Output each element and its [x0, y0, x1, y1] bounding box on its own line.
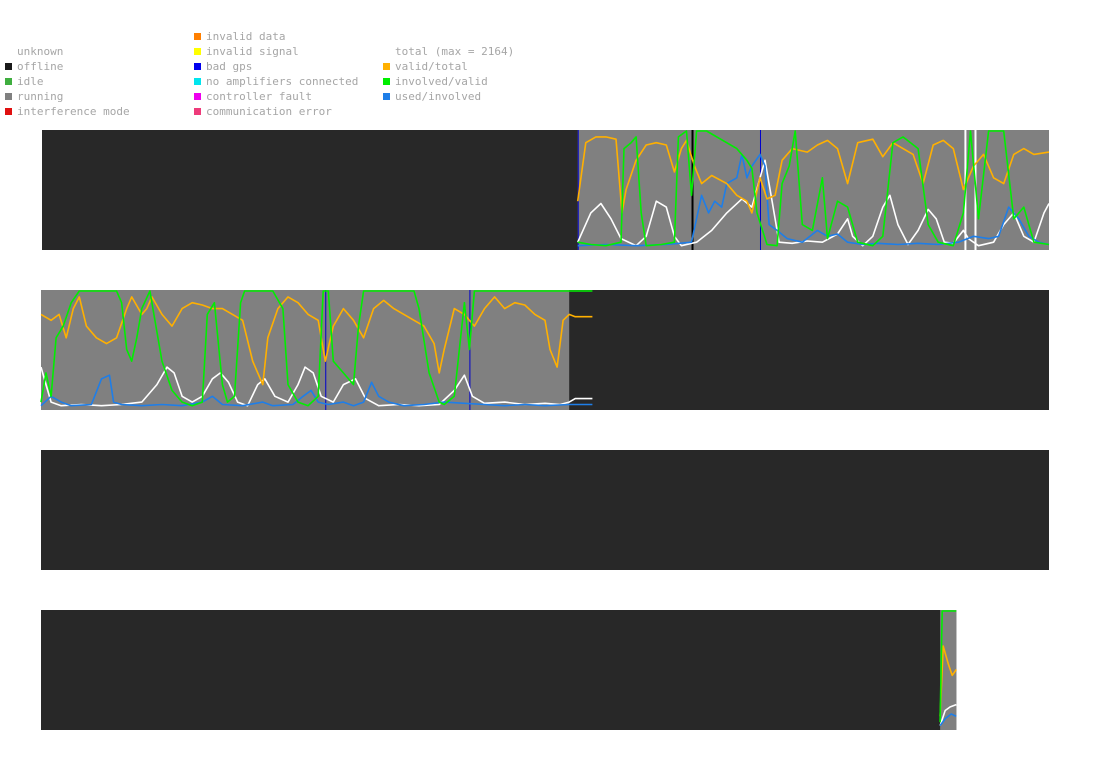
legend-label: invalid signal	[206, 45, 299, 58]
series-involved-valid	[577, 130, 1050, 247]
legend-swatch	[194, 108, 201, 115]
legend-label: communication error	[206, 105, 332, 118]
bad-gps-mark	[325, 290, 327, 410]
legend-label: idle	[17, 75, 44, 88]
bad-gps-mark	[759, 130, 761, 250]
running-region	[940, 610, 957, 730]
offline-region	[41, 610, 957, 730]
series-total	[939, 703, 957, 726]
series-used-involved	[939, 713, 957, 727]
series-used-involved	[40, 374, 593, 407]
legend-swatch	[383, 63, 390, 70]
offline-region	[41, 450, 1049, 570]
legend-swatch	[194, 78, 201, 85]
legend-swatch	[194, 93, 201, 100]
bad-gps-mark	[577, 130, 579, 250]
legend-label: invalid data	[206, 30, 286, 43]
panel-3	[41, 450, 1049, 570]
panel-1	[42, 130, 1050, 250]
running-region	[41, 290, 570, 410]
legend-label: offline	[17, 60, 64, 73]
series-involved-valid	[40, 290, 593, 407]
legend-label: used/involved	[395, 90, 482, 103]
legend-label: involved/valid	[395, 75, 488, 88]
legend-swatch	[194, 33, 201, 40]
legend-label: valid/total	[395, 60, 468, 73]
panel-2	[40, 290, 1049, 410]
series-used-involved	[577, 153, 1050, 247]
legend-swatch	[5, 78, 12, 85]
legend-label: running	[17, 90, 64, 103]
legend-label: bad gps	[206, 60, 253, 73]
legend-label: controller fault	[206, 90, 312, 103]
legend-label: total (max = 2164)	[395, 45, 515, 58]
legend-swatch	[194, 48, 201, 55]
series-valid-total	[40, 296, 593, 386]
legend-swatch	[5, 93, 12, 100]
legend-label: no amplifiers connected	[206, 75, 359, 88]
legend-swatch	[5, 108, 12, 115]
legend-swatch	[383, 93, 390, 100]
panel-4	[41, 610, 957, 730]
running-region	[577, 130, 1049, 250]
series-involved-valid	[939, 610, 957, 723]
series-valid-total	[576, 136, 1050, 214]
series-valid-total	[939, 645, 957, 717]
legend-swatch	[194, 63, 201, 70]
legend-label: interference mode	[17, 105, 130, 118]
legend-swatch	[383, 78, 390, 85]
legend-label: unknown	[17, 45, 64, 58]
legend-swatch	[5, 63, 12, 70]
